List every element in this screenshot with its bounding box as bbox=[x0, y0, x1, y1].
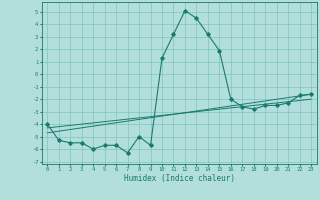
X-axis label: Humidex (Indice chaleur): Humidex (Indice chaleur) bbox=[124, 174, 235, 183]
